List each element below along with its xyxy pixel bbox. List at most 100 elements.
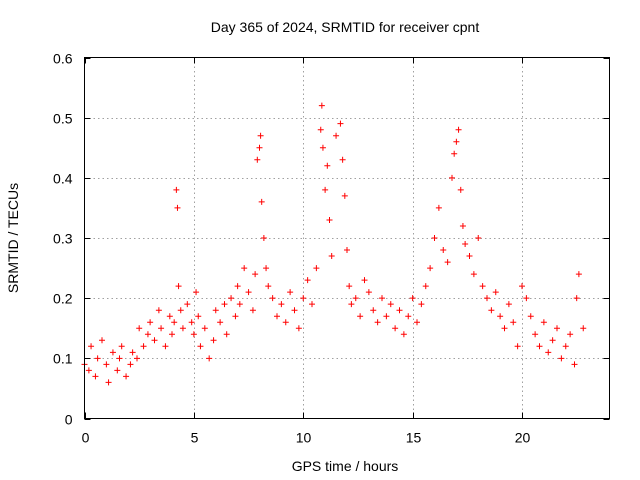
- y-tick-label: 0.4: [53, 171, 73, 187]
- data-point: [365, 289, 372, 296]
- data-point: [484, 295, 490, 302]
- data-point: [514, 343, 521, 350]
- data-point: [337, 120, 344, 127]
- data-point: [322, 186, 329, 193]
- data-point: [166, 313, 173, 320]
- data-point: [453, 138, 460, 145]
- data-point: [263, 265, 270, 272]
- data-point: [234, 283, 241, 290]
- y-tick-label: 0.2: [53, 291, 73, 307]
- data-point: [179, 325, 186, 332]
- data-point: [400, 331, 407, 338]
- data-point: [245, 289, 252, 296]
- data-point: [346, 283, 353, 290]
- data-point: [505, 301, 512, 308]
- data-point: [497, 313, 504, 320]
- data-point: [427, 265, 434, 272]
- data-point: [418, 301, 425, 308]
- data-point: [212, 307, 219, 314]
- data-point: [134, 355, 140, 362]
- x-tick-label: 10: [296, 430, 312, 446]
- y-tick-label: 0.3: [53, 231, 73, 247]
- data-point: [158, 325, 165, 332]
- data-point: [387, 301, 394, 308]
- data-point: [313, 265, 320, 272]
- data-point: [116, 355, 123, 362]
- data-point: [300, 295, 307, 302]
- data-point: [326, 216, 333, 223]
- data-point: [357, 313, 364, 320]
- data-point: [562, 343, 569, 350]
- data-point: [221, 301, 228, 308]
- data-point: [129, 349, 136, 356]
- chart-title: Day 365 of 2024, SRMTID for receiver cpn…: [211, 19, 480, 35]
- data-point: [580, 325, 587, 332]
- data-point: [519, 283, 525, 290]
- data-point: [318, 102, 325, 109]
- data-point: [409, 295, 416, 302]
- data-point: [109, 349, 116, 356]
- data-point: [155, 307, 162, 314]
- data-point: [488, 307, 495, 314]
- data-point: [501, 325, 508, 332]
- data-point: [573, 295, 580, 302]
- data-point: [558, 355, 565, 362]
- y-tick-label: 0.1: [53, 351, 73, 367]
- data-point: [444, 259, 451, 266]
- data-point: [422, 283, 429, 290]
- data-points: [81, 102, 587, 386]
- data-point: [567, 331, 574, 338]
- data-point: [396, 307, 403, 314]
- data-point: [549, 337, 556, 344]
- data-point: [545, 349, 552, 356]
- data-point: [123, 373, 130, 380]
- data-point: [449, 174, 455, 181]
- data-point: [177, 307, 184, 314]
- data-point: [392, 325, 399, 332]
- data-point: [479, 283, 486, 290]
- data-point: [210, 337, 217, 344]
- data-point: [85, 367, 92, 374]
- data-point: [466, 253, 473, 260]
- data-point: [254, 156, 261, 163]
- data-point: [333, 132, 340, 139]
- data-point: [383, 313, 390, 320]
- data-point: [118, 343, 125, 350]
- data-point: [232, 313, 239, 320]
- y-tick-label: 0.6: [53, 51, 73, 67]
- data-point: [571, 361, 578, 368]
- data-point: [554, 325, 560, 332]
- data-point: [328, 253, 335, 260]
- data-point: [217, 319, 224, 326]
- data-point: [527, 313, 534, 320]
- data-point: [171, 319, 178, 326]
- x-tick-label: 20: [515, 430, 531, 446]
- data-point: [459, 222, 466, 229]
- y-axis-label: SRMTID / TECUs: [5, 183, 21, 293]
- data-point: [188, 319, 195, 326]
- data-point: [256, 144, 263, 151]
- x-axis-label: GPS time / hours: [292, 458, 399, 474]
- data-point: [324, 162, 331, 169]
- data-point: [462, 241, 469, 248]
- data-point: [147, 319, 154, 326]
- data-point: [197, 343, 204, 350]
- data-point: [140, 343, 147, 350]
- y-tick-label: 0: [65, 412, 73, 428]
- data-point: [223, 331, 230, 338]
- data-point: [136, 325, 143, 332]
- data-point: [575, 271, 582, 278]
- y-tick-label: 0.5: [53, 111, 73, 127]
- data-point: [258, 198, 265, 205]
- data-point: [249, 307, 256, 314]
- grid-lines: [84, 57, 610, 419]
- data-point: [440, 247, 447, 254]
- data-point: [252, 271, 259, 278]
- data-point: [190, 331, 197, 338]
- data-point: [99, 337, 105, 344]
- data-point: [317, 126, 324, 133]
- data-point: [370, 307, 377, 314]
- data-point: [414, 319, 420, 326]
- data-point: [282, 319, 289, 326]
